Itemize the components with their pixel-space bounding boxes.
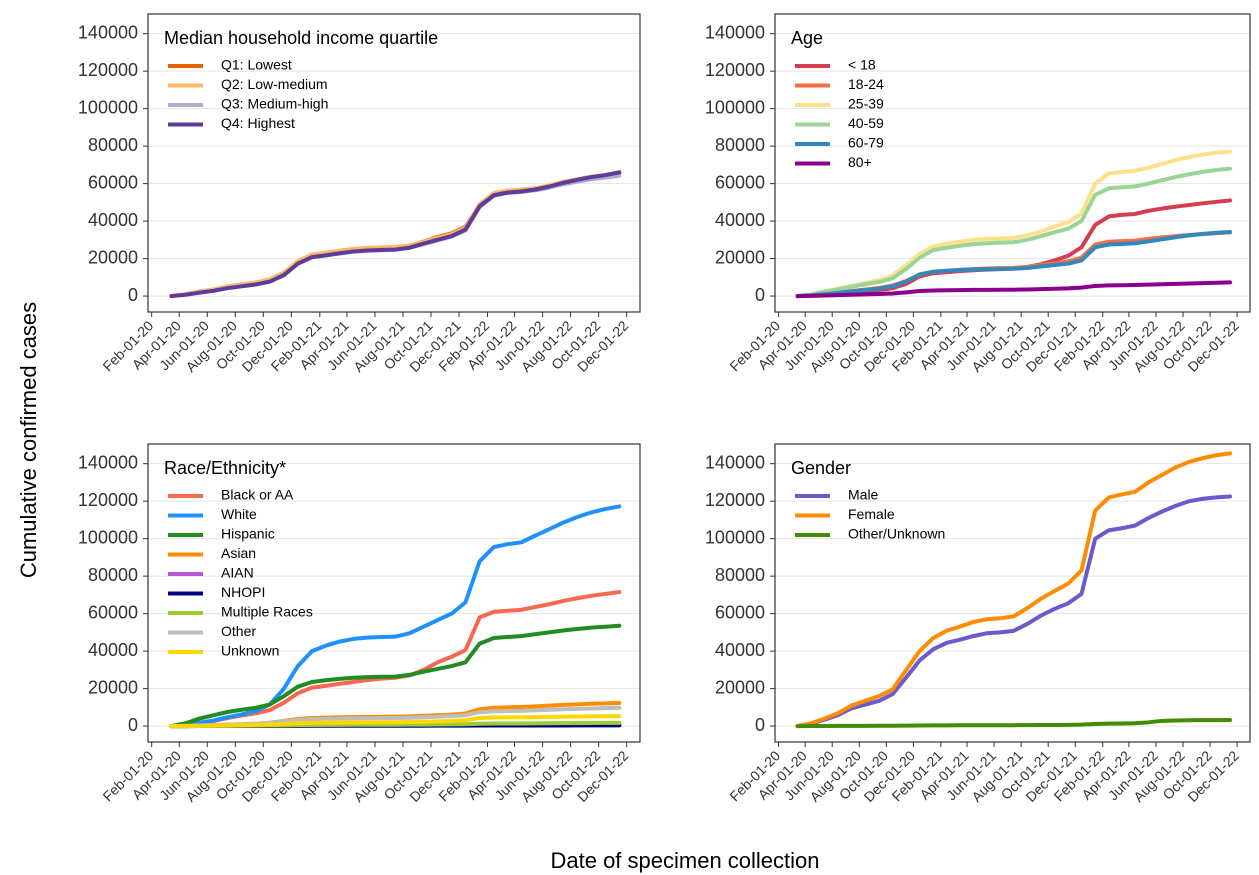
y-tick-label: 120000 xyxy=(705,60,765,80)
y-tick-label: 0 xyxy=(755,715,765,735)
y-tick-label: 60000 xyxy=(88,172,138,192)
y-tick-label: 0 xyxy=(128,715,138,735)
legend-label: Asian xyxy=(221,545,256,561)
y-tick-label: 140000 xyxy=(705,22,765,42)
y-tick-label: 80000 xyxy=(88,565,138,585)
panel-border xyxy=(774,443,1251,743)
y-tick-label: 40000 xyxy=(715,640,765,660)
y-tick-label: 100000 xyxy=(705,97,765,117)
legend-label: Other/Unknown xyxy=(848,526,945,542)
series-line xyxy=(169,623,622,729)
panel: 0 20000 40000 60000 80000 100000 120000 140000 F… xyxy=(705,443,1251,805)
y-tick-label: 120000 xyxy=(705,490,765,510)
legend-label: 60-79 xyxy=(848,135,884,151)
series-line xyxy=(795,494,1233,729)
legend-label: Q2: Low-medium xyxy=(221,76,328,92)
legend-label: Multiple Races xyxy=(221,604,313,620)
y-tick-label: 120000 xyxy=(78,60,138,80)
legend-label: 25-39 xyxy=(848,96,884,112)
legend-label: Hispanic xyxy=(221,526,275,542)
legend-label: White xyxy=(221,506,257,522)
y-tick-label: 80000 xyxy=(715,135,765,155)
legend-label: Unknown xyxy=(221,643,279,659)
y-tick-label: 60000 xyxy=(715,172,765,192)
legend-label: Male xyxy=(848,487,879,503)
y-axis-label: Cumulative confirmed cases xyxy=(16,302,41,578)
y-tick-label: 20000 xyxy=(88,677,138,697)
y-tick-label: 100000 xyxy=(78,97,138,117)
legend-title: Median household income quartile xyxy=(164,28,438,48)
legend-label: Other xyxy=(221,623,256,639)
y-tick-label: 40000 xyxy=(88,640,138,660)
legend-label: < 18 xyxy=(848,57,876,73)
series-line xyxy=(169,714,622,729)
y-tick-label: 80000 xyxy=(88,135,138,155)
series-line xyxy=(169,504,622,729)
y-tick-label: 60000 xyxy=(715,602,765,622)
y-tick-label: 0 xyxy=(128,285,138,305)
legend-label: AIAN xyxy=(221,565,254,581)
legend-label: 40-59 xyxy=(848,115,884,131)
legend-label: Q1: Lowest xyxy=(221,57,292,73)
y-tick-label: 100000 xyxy=(705,527,765,547)
plot-background xyxy=(148,14,640,312)
y-tick-label: 40000 xyxy=(88,210,138,230)
y-tick-label: 40000 xyxy=(715,210,765,230)
legend-title: Gender xyxy=(791,458,851,478)
series-line xyxy=(795,280,1233,299)
panel-border xyxy=(147,13,641,313)
panel: 020000400006000080000100000120000140000F… xyxy=(705,13,1251,375)
panel-border xyxy=(774,13,1251,313)
panel: 020000400006000080000100000120000140000F… xyxy=(78,443,641,805)
legend-label: Q3: Medium-high xyxy=(221,96,328,112)
y-tick-label: 100000 xyxy=(78,527,138,547)
series-line xyxy=(795,717,1233,729)
panel-border xyxy=(147,443,641,743)
y-tick-label: 140000 xyxy=(78,22,138,42)
plot-background xyxy=(148,444,640,742)
y-tick-label: 20000 xyxy=(715,247,765,267)
y-tick-label: 20000 xyxy=(715,677,765,697)
x-axis-label: Date of specimen collection xyxy=(550,848,819,873)
y-tick-label: 60000 xyxy=(88,602,138,622)
legend-label: NHOPI xyxy=(221,584,265,600)
y-tick-label: 0 xyxy=(755,285,765,305)
y-tick-label: 140000 xyxy=(705,452,765,472)
panel: 020000400006000080000100000120000140000F… xyxy=(78,13,641,375)
series-line xyxy=(795,451,1233,729)
legend-label: Female xyxy=(848,506,895,522)
series-line xyxy=(169,170,622,299)
y-tick-label: 120000 xyxy=(78,490,138,510)
series-line xyxy=(795,166,1233,299)
legend-label: 80+ xyxy=(848,154,872,170)
y-tick-label: 80000 xyxy=(715,565,765,585)
series-line xyxy=(795,229,1233,299)
legend-label: Black or AA xyxy=(221,487,294,503)
legend-title: Age xyxy=(791,28,823,48)
y-tick-label: 20000 xyxy=(88,247,138,267)
legend-title: Race/Ethnicity* xyxy=(164,458,286,478)
plot-background xyxy=(775,444,1250,742)
legend-label: 18-24 xyxy=(848,76,884,92)
legend-label: Q4: Highest xyxy=(221,115,295,131)
y-tick-label: 140000 xyxy=(78,452,138,472)
